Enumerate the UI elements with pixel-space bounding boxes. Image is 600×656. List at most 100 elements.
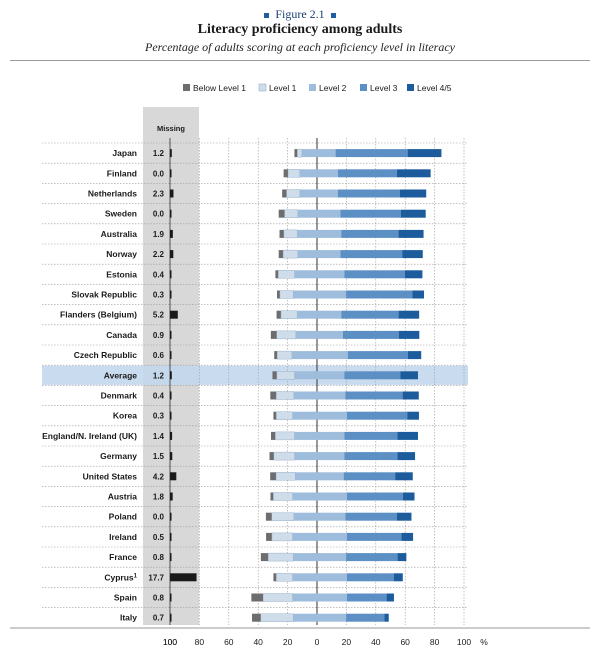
country-label: Sweden bbox=[105, 209, 137, 219]
missing-value-label: 0.0 bbox=[153, 210, 165, 219]
country-label: Ireland bbox=[109, 532, 137, 542]
missing-bar bbox=[170, 250, 174, 259]
chart-subtitle: Percentage of adults scoring at each pro… bbox=[144, 40, 455, 54]
figure-number: Figure 2.1 bbox=[275, 7, 325, 21]
bar-below-level-1 bbox=[276, 310, 281, 319]
missing-value-label: 4.2 bbox=[153, 472, 165, 481]
bar-below-level-1 bbox=[273, 573, 277, 582]
x-tick-label: 0 bbox=[315, 637, 320, 647]
bar-level-1 bbox=[279, 290, 294, 299]
bar-level-1 bbox=[273, 492, 293, 501]
legend-label: Level 4/5 bbox=[417, 83, 452, 93]
bar-level-2 bbox=[294, 452, 345, 461]
bar-level-2 bbox=[297, 229, 342, 238]
bar-level-2 bbox=[293, 553, 347, 562]
country-label: Netherlands bbox=[88, 189, 137, 199]
country-label: United States bbox=[83, 471, 138, 481]
missing-bar bbox=[170, 472, 177, 481]
bar-below-level-1 bbox=[252, 613, 261, 622]
missing-bar bbox=[170, 290, 172, 299]
missing-bar bbox=[170, 553, 172, 562]
country-label: Italy bbox=[120, 613, 137, 623]
bar-level-3 bbox=[346, 492, 403, 501]
bar-level-3 bbox=[338, 169, 397, 178]
bar-below-level-1 bbox=[272, 371, 277, 380]
bar-level-4-5 bbox=[401, 532, 414, 541]
bar-level-3 bbox=[346, 290, 413, 299]
bar-level-1 bbox=[283, 229, 298, 239]
bar-level-3 bbox=[344, 371, 401, 380]
bar-level-3 bbox=[346, 573, 394, 582]
country-label: Australia bbox=[101, 229, 138, 239]
missing-bar bbox=[170, 229, 173, 238]
missing-bar bbox=[170, 169, 172, 178]
bar-level-1 bbox=[282, 249, 299, 259]
bar-level-2 bbox=[292, 492, 347, 501]
bar-below-level-1 bbox=[270, 472, 277, 481]
bar-level-2 bbox=[293, 391, 346, 400]
country-label: Canada bbox=[106, 330, 137, 340]
x-tick-label: 20 bbox=[342, 637, 352, 647]
bar-level-4-5 bbox=[393, 573, 403, 582]
x-tick-label: 60 bbox=[224, 637, 234, 647]
bar-level-2 bbox=[293, 512, 346, 521]
bar-level-4-5 bbox=[398, 229, 424, 238]
legend-label: Level 3 bbox=[370, 83, 398, 93]
bar-level-3 bbox=[346, 532, 402, 541]
bar-level-4-5 bbox=[396, 169, 431, 178]
bar-level-3 bbox=[346, 553, 398, 562]
missing-value-label: 2.2 bbox=[153, 250, 165, 259]
missing-bar bbox=[170, 330, 172, 339]
bar-level-1 bbox=[286, 189, 301, 198]
bar-level-4-5 bbox=[397, 431, 418, 440]
bar-level-3 bbox=[342, 330, 399, 339]
bar-level-1 bbox=[271, 532, 293, 542]
bar-below-level-1 bbox=[283, 169, 289, 178]
x-tick-label: 20 bbox=[283, 637, 293, 647]
missing-bar bbox=[170, 411, 172, 420]
square-bullet-icon bbox=[264, 12, 270, 18]
bar-level-4-5 bbox=[386, 593, 394, 602]
country-label: Austria bbox=[108, 492, 138, 502]
legend-swatch bbox=[309, 84, 316, 91]
bar-level-4-5 bbox=[397, 553, 407, 562]
legend-swatch bbox=[183, 84, 190, 91]
bar-level-3 bbox=[341, 310, 399, 319]
bar-level-4-5 bbox=[384, 613, 389, 622]
country-label: Denmark bbox=[101, 391, 138, 401]
missing-bar bbox=[170, 593, 172, 602]
bar-below-level-1 bbox=[274, 351, 278, 360]
missing-bar bbox=[170, 452, 173, 461]
bar-level-4-5 bbox=[407, 149, 442, 158]
missing-value-label: 0.3 bbox=[153, 291, 165, 300]
missing-bar bbox=[170, 270, 172, 279]
missing-value-label: 0.5 bbox=[153, 533, 165, 542]
country-label: Japan bbox=[112, 148, 137, 158]
missing-bar bbox=[170, 351, 172, 360]
bar-level-3 bbox=[346, 411, 408, 420]
x-tick-label: 40 bbox=[371, 637, 381, 647]
bar-level-4-5 bbox=[400, 371, 418, 380]
missing-value-label: 1.8 bbox=[153, 493, 165, 502]
missing-bar bbox=[170, 573, 197, 582]
bar-level-3 bbox=[340, 209, 401, 218]
bar-level-2 bbox=[295, 472, 344, 481]
bar-below-level-1 bbox=[282, 189, 287, 198]
x-tick-label: 80 bbox=[430, 637, 440, 647]
missing-bar bbox=[170, 310, 178, 319]
missing-value-label: 0.4 bbox=[153, 392, 165, 401]
bar-below-level-1 bbox=[260, 553, 269, 562]
bar-level-1 bbox=[275, 472, 296, 481]
missing-bar bbox=[170, 431, 173, 440]
chart-title: Literacy proficiency among adults bbox=[197, 22, 403, 37]
average-row-highlight bbox=[42, 365, 468, 385]
bar-level-1 bbox=[276, 371, 295, 380]
bar-level-2 bbox=[293, 613, 347, 622]
missing-value-label: 0.8 bbox=[153, 594, 165, 603]
country-label: Poland bbox=[109, 512, 137, 522]
missing-bar bbox=[170, 189, 174, 198]
legend-label: Below Level 1 bbox=[193, 83, 246, 93]
bar-level-4-5 bbox=[400, 209, 426, 218]
bar-level-4-5 bbox=[397, 452, 416, 461]
